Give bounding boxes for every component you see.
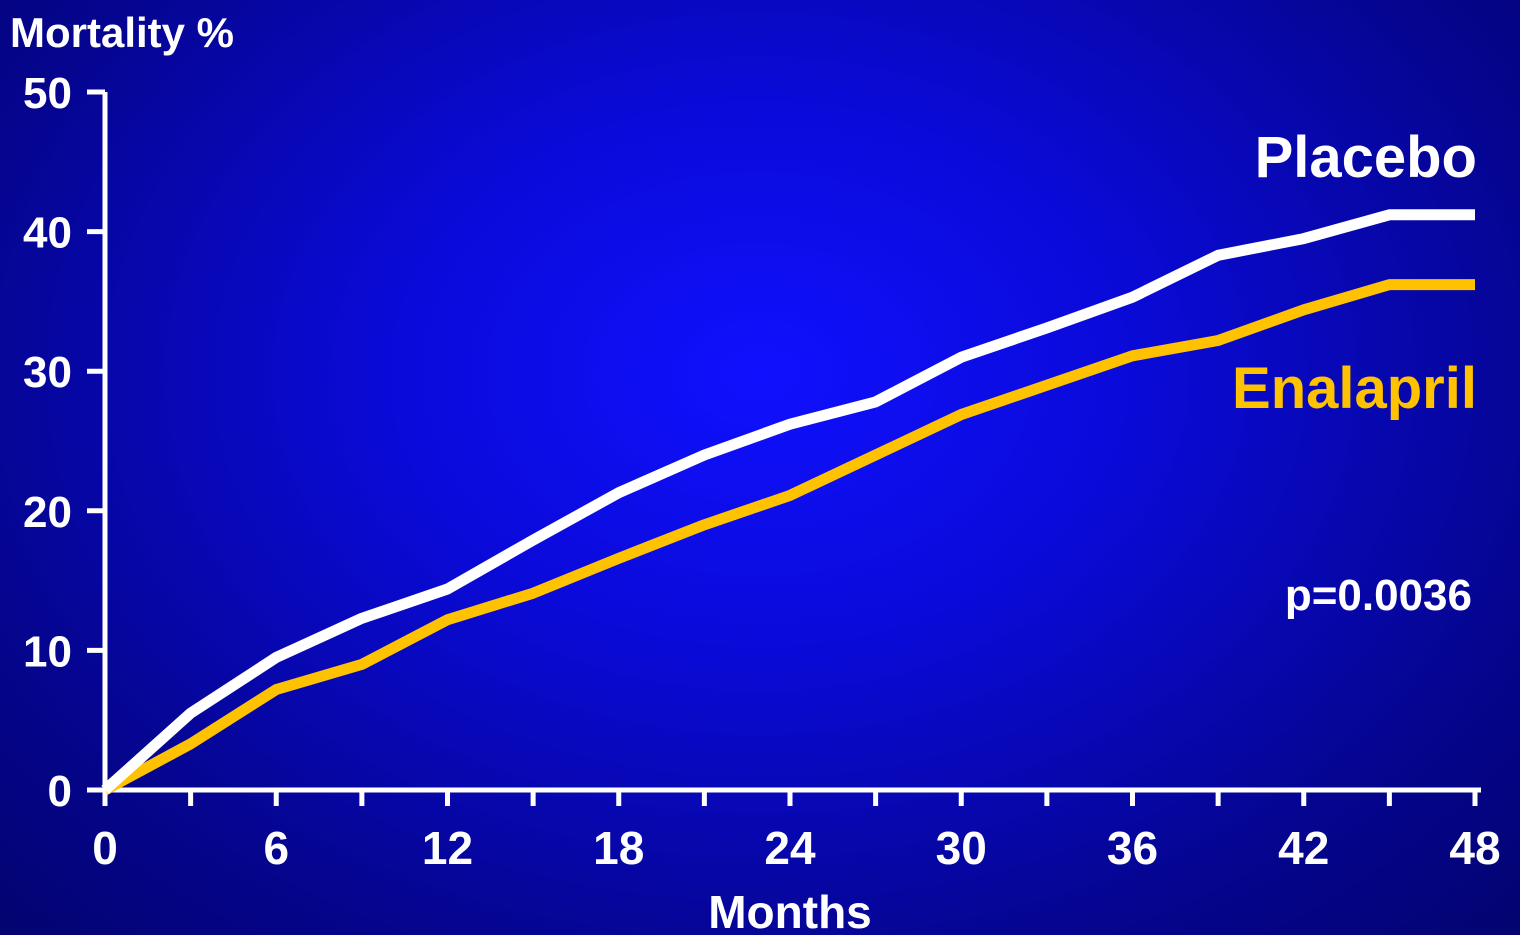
x-tick-label: 6 <box>263 822 289 874</box>
x-tick-label: 18 <box>593 822 644 874</box>
y-axis-title: Mortality % <box>10 9 234 56</box>
p-value-annotation: p=0.0036 <box>1285 571 1472 620</box>
y-tick-label: 40 <box>23 209 72 258</box>
y-tick-label: 50 <box>23 69 72 118</box>
x-tick-label: 42 <box>1278 822 1329 874</box>
legend-label-placebo: Placebo <box>1255 125 1477 190</box>
x-axis-title: Months <box>708 886 872 935</box>
legend-label-enalapril: Enalapril <box>1232 356 1477 421</box>
x-tick-label: 30 <box>936 822 987 874</box>
axes: 0 10 20 30 40 50 0 6 12 18 24 30 36 42 48 <box>23 69 1501 874</box>
x-tick-label: 0 <box>92 822 118 874</box>
y-tick-label: 30 <box>23 348 72 397</box>
y-tick-label: 20 <box>23 488 72 537</box>
series-line-enalapril <box>102 279 1475 795</box>
x-tick-label: 48 <box>1449 822 1500 874</box>
series-group <box>101 209 1475 795</box>
y-tick-label: 0 <box>48 767 72 816</box>
x-tick-label: 24 <box>764 822 816 874</box>
y-tick-label: 10 <box>23 627 72 676</box>
x-tick-label: 36 <box>1107 822 1158 874</box>
series-line-placebo <box>101 209 1475 795</box>
x-tick-label: 12 <box>422 822 473 874</box>
